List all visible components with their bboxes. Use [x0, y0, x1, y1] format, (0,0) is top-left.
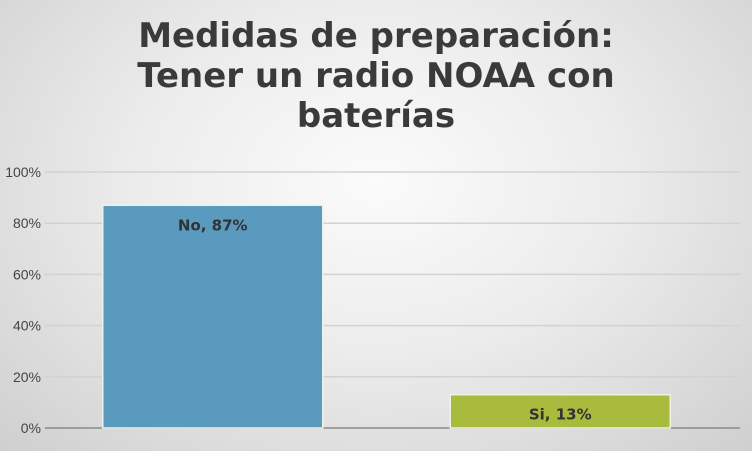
- bar-no: [102, 204, 324, 429]
- y-tick-label: 0%: [21, 420, 41, 436]
- y-tick-label: 60%: [13, 266, 41, 282]
- chart-title-line-2: Tener un radio NOAA con: [137, 56, 615, 96]
- y-tick-label: 40%: [13, 318, 41, 334]
- data-label: Si, 13%: [529, 406, 592, 424]
- y-tick-label: 20%: [13, 369, 41, 385]
- data-label: No, 87%: [178, 216, 248, 234]
- y-tick-label: 80%: [13, 215, 41, 231]
- chart-title-line-1: Medidas de preparación:: [138, 16, 614, 56]
- bar-si: [449, 393, 671, 429]
- chart-title: Medidas de preparación: Tener un radio N…: [0, 16, 752, 136]
- chart-title-line-3: baterías: [296, 96, 456, 136]
- y-tick-label: 100%: [5, 164, 41, 180]
